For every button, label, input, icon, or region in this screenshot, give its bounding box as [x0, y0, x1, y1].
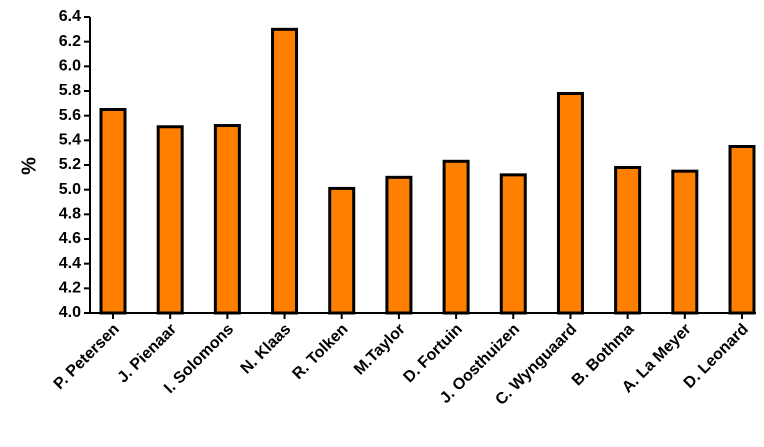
y-tick-label: 5.0 — [59, 181, 81, 198]
x-tick-label: P. Petersen — [51, 321, 123, 393]
y-axis-title: % — [18, 157, 40, 175]
y-tick-label: 4.2 — [59, 280, 81, 297]
y-tick-label: 5.4 — [59, 132, 81, 149]
bar — [328, 186, 356, 315]
y-tick-label: 6.4 — [59, 8, 81, 25]
bars — [99, 27, 756, 315]
x-tick-label: N. Klaas — [238, 321, 295, 378]
bar — [671, 169, 699, 315]
y-tick-label: 4.6 — [59, 230, 81, 247]
x-tick-label: M.Taylor — [351, 321, 409, 379]
y-tick-label: 6.0 — [59, 58, 81, 75]
bar — [614, 165, 642, 315]
x-tick-label: R. Tolken — [289, 321, 351, 383]
bar — [156, 125, 184, 315]
bar — [442, 159, 470, 315]
y-tick-label: 4.8 — [59, 206, 81, 223]
bar — [213, 124, 241, 315]
y-axis: 4.0 4.2 4.4 4.6 4.8 5.0 5.2 5.4 5.6 5.8 6.0 6.2 6.4 — [59, 8, 91, 321]
bar — [385, 175, 413, 315]
bar — [271, 27, 299, 315]
bar — [499, 173, 527, 315]
y-tick-label: 5.2 — [59, 156, 81, 173]
y-tick-label: 5.6 — [59, 107, 81, 124]
bar — [556, 91, 584, 315]
y-tick-label: 4.4 — [59, 255, 81, 272]
y-tick-label: 4.0 — [59, 304, 81, 321]
bar — [728, 145, 756, 315]
y-tick-label: 6.2 — [59, 33, 81, 50]
y-tick-label: 5.8 — [59, 82, 81, 99]
bar — [99, 108, 127, 315]
